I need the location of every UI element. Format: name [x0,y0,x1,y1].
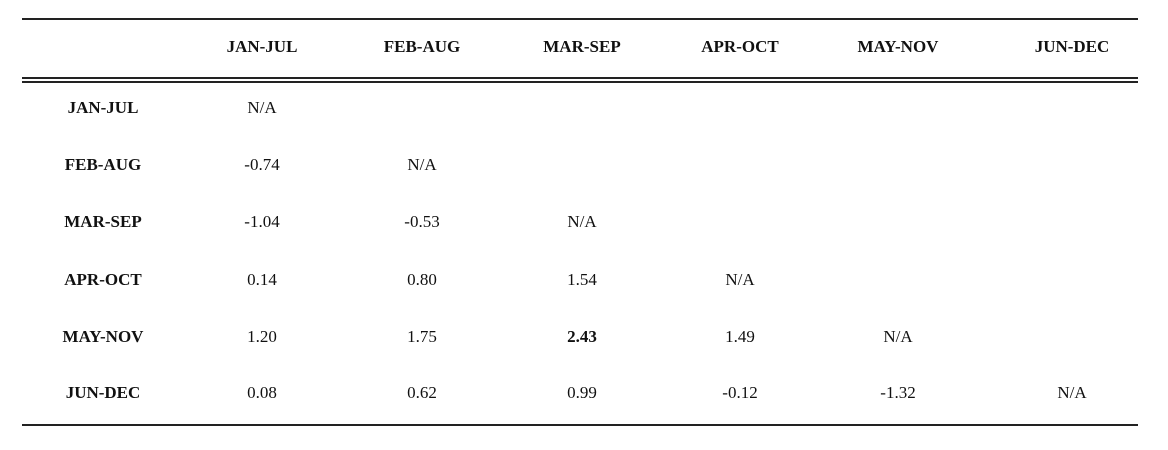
table-cell: 0.99 [567,383,597,402]
row-label: JAN-JUL [67,98,139,117]
table-cell: 0.62 [407,383,437,402]
table-cell: -1.04 [244,212,280,231]
table-cell: 0.08 [247,383,277,402]
table-cell: 1.75 [407,327,437,346]
table-cell: -0.74 [244,155,280,174]
header-rule [22,77,1138,79]
header-rule [22,81,1138,83]
table-cell: -0.53 [404,212,440,231]
table-cell: N/A [407,155,437,174]
table-cell: 2.43 [567,327,597,346]
row-label: MAY-NOV [62,327,144,346]
top-rule [22,18,1138,20]
table-cell: N/A [883,327,913,346]
column-header: MAY-NOV [857,37,939,56]
column-header: JAN-JUL [226,37,298,56]
table-cell: 0.80 [407,270,437,289]
row-label: FEB-AUG [64,155,142,174]
table-cell: 1.54 [567,270,597,289]
column-header: FEB-AUG [383,37,461,56]
bottom-rule [22,424,1138,426]
table-cell: N/A [247,98,277,117]
column-header: APR-OCT [701,37,779,56]
row-label: MAR-SEP [64,212,142,231]
table-cell: N/A [725,270,755,289]
table-cell: 0.14 [247,270,277,289]
table-cell: N/A [1057,383,1087,402]
table-cell: -1.32 [880,383,916,402]
table-cell: -0.12 [722,383,758,402]
column-header: MAR-SEP [543,37,621,56]
column-header: JUN-DEC [1034,37,1110,56]
table-cell: N/A [567,212,597,231]
table-cell: 1.49 [725,327,755,346]
row-label: APR-OCT [64,270,142,289]
table-cell: 1.20 [247,327,277,346]
row-label: JUN-DEC [65,383,141,402]
